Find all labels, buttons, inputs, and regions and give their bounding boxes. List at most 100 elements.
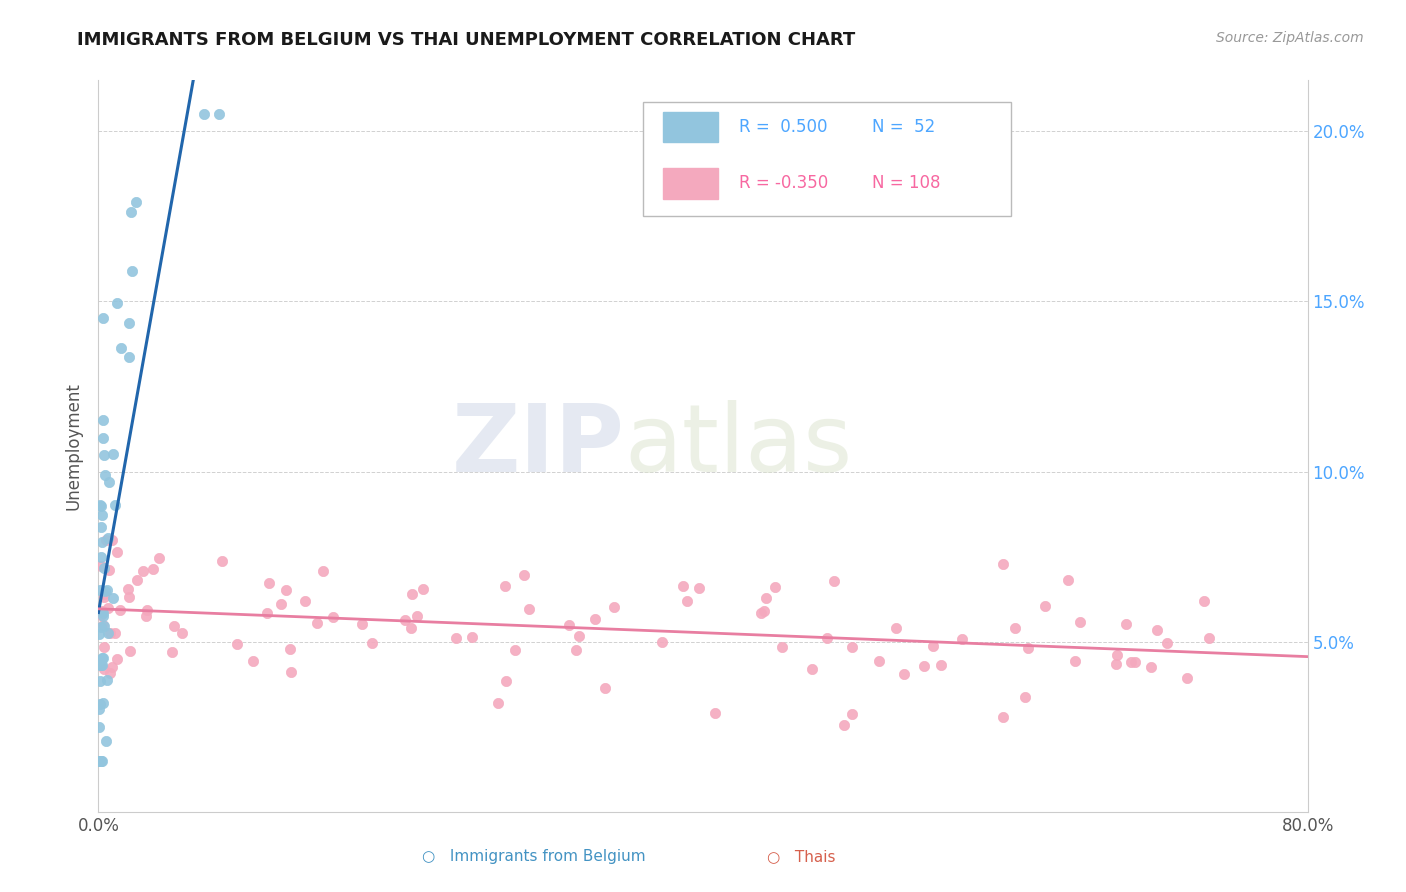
Point	[583, 612, 606, 626]
Point	[91, 608, 114, 623]
Point	[125, 573, 148, 587]
Point	[90, 549, 112, 564]
Text: N =  52: N = 52	[872, 118, 935, 136]
Point	[91, 431, 114, 445]
Point	[1017, 640, 1039, 655]
Point	[211, 553, 233, 567]
Point	[135, 608, 157, 623]
Point	[1156, 636, 1178, 650]
Point	[89, 754, 111, 768]
Point	[89, 498, 111, 512]
Point	[307, 615, 329, 630]
Point	[921, 639, 943, 653]
Point	[121, 264, 143, 278]
Point	[96, 734, 118, 748]
Point	[513, 567, 536, 582]
Text: ZIP: ZIP	[451, 400, 624, 492]
Point	[142, 561, 165, 575]
Point	[91, 650, 114, 665]
Point	[1004, 622, 1026, 636]
Point	[1175, 671, 1198, 685]
Point	[754, 605, 776, 619]
Text: ○   Thais: ○ Thais	[768, 849, 835, 863]
Point	[105, 544, 128, 558]
Point	[444, 631, 467, 645]
Point	[94, 468, 117, 483]
Bar	[664, 168, 717, 199]
Point	[294, 593, 316, 607]
Point	[94, 584, 117, 599]
Point	[226, 637, 249, 651]
Point	[1056, 573, 1078, 587]
Point	[494, 579, 516, 593]
Point	[1123, 655, 1146, 669]
Point	[1146, 623, 1168, 637]
Point	[1064, 654, 1087, 668]
Point	[101, 533, 124, 547]
Point	[118, 644, 141, 658]
Point	[93, 619, 115, 633]
Point	[91, 413, 114, 427]
Point	[91, 650, 114, 665]
Point	[118, 316, 141, 330]
Point	[280, 642, 302, 657]
Point	[125, 194, 148, 209]
Point	[557, 617, 579, 632]
Point	[89, 754, 111, 768]
Y-axis label: Unemployment: Unemployment	[65, 382, 83, 510]
Point	[912, 659, 935, 673]
Point	[801, 662, 824, 676]
Point	[276, 583, 298, 598]
Point	[105, 652, 128, 666]
Point	[823, 574, 845, 588]
Text: IMMIGRANTS FROM BELGIUM VS THAI UNEMPLOYMENT CORRELATION CHART: IMMIGRANTS FROM BELGIUM VS THAI UNEMPLOY…	[77, 31, 856, 49]
Text: Source: ZipAtlas.com: Source: ZipAtlas.com	[1216, 31, 1364, 45]
Point	[91, 618, 114, 632]
Point	[503, 643, 526, 657]
Point	[93, 640, 115, 654]
Point	[105, 296, 128, 310]
Bar	[664, 112, 717, 143]
Point	[90, 620, 112, 634]
Point	[893, 667, 915, 681]
Point	[401, 587, 423, 601]
Point	[412, 582, 434, 596]
Point	[91, 697, 114, 711]
Point	[89, 702, 111, 716]
Point	[89, 720, 111, 734]
Point	[91, 658, 114, 673]
Point	[1107, 648, 1129, 663]
Point	[89, 627, 111, 641]
Point	[1192, 593, 1215, 607]
Point	[148, 551, 170, 566]
Point	[89, 583, 111, 598]
Point	[93, 591, 115, 605]
Point	[884, 621, 907, 635]
Point	[96, 582, 118, 597]
Point	[101, 660, 124, 674]
Point	[991, 557, 1014, 571]
Point	[89, 657, 111, 672]
Point	[312, 564, 335, 578]
Point	[90, 754, 112, 768]
Point	[688, 581, 710, 595]
Point	[90, 499, 112, 513]
Point	[352, 616, 374, 631]
Point	[91, 535, 114, 549]
Point	[91, 508, 114, 523]
Point	[208, 107, 231, 121]
Point	[259, 576, 281, 591]
Point	[97, 626, 120, 640]
Point	[101, 447, 124, 461]
Point	[770, 640, 793, 655]
Point	[136, 603, 159, 617]
Point	[91, 606, 114, 620]
Point	[98, 475, 121, 489]
Point	[1069, 615, 1091, 629]
Point	[193, 107, 215, 121]
Point	[163, 619, 186, 633]
FancyBboxPatch shape	[643, 103, 1011, 216]
Text: ○   Immigrants from Belgium: ○ Immigrants from Belgium	[422, 849, 647, 863]
Point	[117, 582, 139, 596]
Point	[160, 644, 183, 658]
